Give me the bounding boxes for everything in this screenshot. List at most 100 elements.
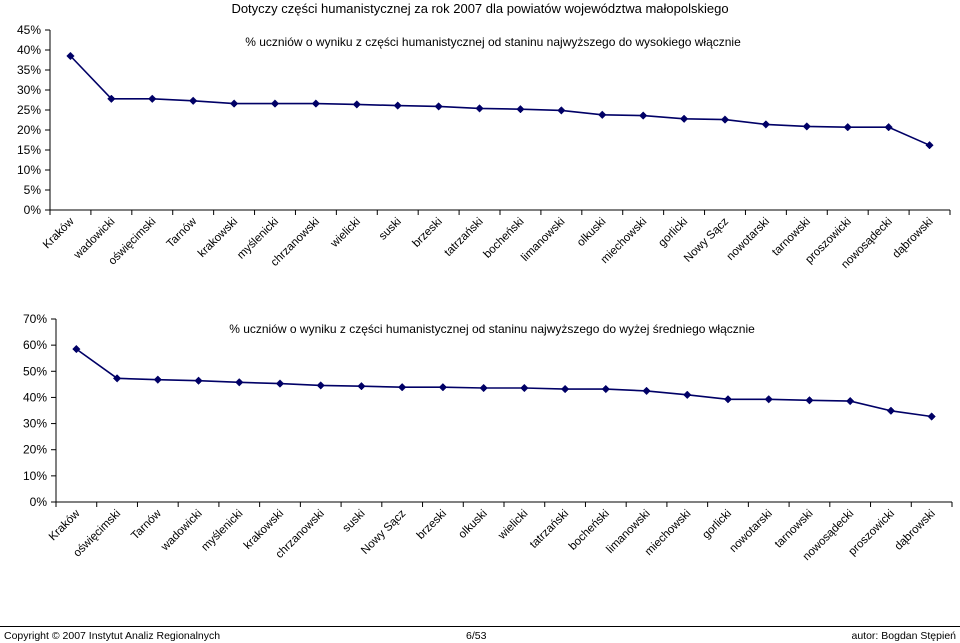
- y-tick-label: 40%: [23, 390, 47, 404]
- data-point-marker: [601, 384, 610, 394]
- y-tick-label: 25%: [17, 103, 41, 117]
- data-point-marker: [520, 383, 529, 393]
- y-tick-label: 0%: [30, 495, 48, 509]
- data-point-marker: [352, 100, 361, 109]
- x-category-label: Kraków: [47, 507, 83, 543]
- series-line: [75, 348, 932, 418]
- data-point-marker: [560, 384, 570, 394]
- chart-top: 0%5%10%15%20%25%30%35%40%45%Krakówwadowi…: [17, 23, 951, 271]
- page-title: Dotyczy części humanistycznej za rok 200…: [231, 1, 729, 16]
- data-point-marker: [194, 376, 203, 385]
- x-category-label: nowotarski: [725, 216, 772, 263]
- data-point-marker: [761, 120, 771, 129]
- y-tick-label: 15%: [17, 143, 41, 157]
- data-point-marker: [723, 395, 733, 404]
- x-category-label: Nowy Sącz: [682, 215, 731, 264]
- y-tick-label: 20%: [23, 443, 47, 457]
- data-point-marker: [639, 111, 648, 120]
- data-point-marker: [316, 381, 325, 390]
- y-tick-label: 5%: [24, 183, 42, 197]
- footer-copyright: Copyright © 2007 Instytut Analiz Regiona…: [4, 630, 221, 642]
- data-point-marker: [516, 105, 525, 114]
- data-point-marker: [764, 395, 773, 404]
- data-point-marker: [235, 378, 244, 387]
- x-category-label: tatrzański: [442, 216, 485, 259]
- data-point-marker: [66, 51, 75, 61]
- x-category-label: gorlicki: [656, 216, 690, 250]
- data-point-marker: [679, 114, 689, 123]
- data-point-marker: [598, 110, 607, 119]
- x-category-label: olkuski: [575, 216, 608, 249]
- footer-author: autor: Bogdan Stępień: [851, 630, 957, 642]
- data-point-marker: [438, 383, 448, 392]
- data-point-marker: [398, 383, 407, 392]
- data-point-marker: [886, 406, 896, 415]
- chart-subtitle: % uczniów o wyniku z części humanistyczn…: [245, 35, 741, 49]
- x-category-label: Nowy Sącz: [359, 507, 408, 556]
- x-category-label: nowotarski: [727, 508, 774, 555]
- data-point-marker: [843, 123, 852, 132]
- y-tick-label: 40%: [17, 43, 41, 57]
- x-category-label: myślenicki: [199, 508, 245, 554]
- y-tick-label: 35%: [17, 63, 41, 77]
- footer: Copyright © 2007 Instytut Analiz Regiona…: [0, 626, 960, 643]
- data-point-marker: [153, 375, 162, 384]
- chart-subtitle: % uczniów o wyniku z części humanistyczn…: [229, 322, 755, 336]
- x-category-label: krakowski: [196, 216, 240, 260]
- data-point-marker: [434, 102, 443, 111]
- x-category-label: gorlicki: [700, 508, 734, 542]
- y-tick-label: 10%: [17, 163, 41, 177]
- data-point-marker: [270, 99, 280, 108]
- data-point-marker: [112, 374, 122, 383]
- y-tick-label: 50%: [23, 364, 47, 378]
- y-tick-label: 20%: [17, 123, 41, 137]
- y-tick-label: 30%: [17, 83, 41, 97]
- data-point-marker: [475, 104, 484, 113]
- x-category-label: tarnowski: [770, 216, 813, 259]
- data-point-marker: [884, 123, 893, 132]
- x-category-label: suski: [377, 216, 404, 243]
- data-point-marker: [189, 96, 198, 105]
- data-point-marker: [642, 386, 651, 396]
- x-category-label: dąbrowski: [893, 508, 938, 553]
- x-category-label: limanowski: [519, 216, 567, 264]
- data-point-marker: [846, 396, 855, 406]
- y-tick-label: 70%: [23, 312, 47, 326]
- y-tick-label: 45%: [17, 23, 41, 37]
- data-point-marker: [107, 94, 116, 103]
- x-category-label: wielicki: [496, 508, 531, 543]
- y-tick-label: 0%: [24, 203, 42, 217]
- x-category-label: suski: [341, 508, 368, 535]
- data-point-marker: [275, 379, 285, 388]
- data-point-marker: [229, 99, 239, 108]
- series-line: [69, 55, 930, 146]
- x-category-label: Tarnów: [129, 507, 164, 542]
- x-category-label: Tarnów: [165, 215, 200, 250]
- data-point-marker: [805, 396, 814, 405]
- x-category-label: tatrzański: [528, 508, 571, 551]
- data-point-marker: [720, 115, 730, 124]
- y-tick-label: 30%: [23, 417, 47, 431]
- data-point-marker: [357, 382, 366, 391]
- x-category-label: Kraków: [41, 215, 77, 251]
- x-category-label: dąbrowski: [891, 216, 936, 261]
- x-category-label: olkuski: [456, 508, 489, 541]
- x-category-label: brzeski: [415, 508, 449, 542]
- chart-bottom: 0%10%20%30%40%50%60%70%Krakówoświęcimski…: [23, 312, 953, 563]
- x-category-label: tarnowski: [773, 508, 816, 551]
- data-point-marker: [311, 99, 321, 108]
- data-point-marker: [683, 390, 692, 399]
- data-point-marker: [148, 94, 157, 103]
- data-point-marker: [72, 344, 81, 354]
- data-point-marker: [479, 383, 488, 393]
- data-point-marker: [802, 122, 811, 131]
- data-point-marker: [925, 141, 934, 150]
- data-point-marker: [927, 412, 936, 421]
- x-category-label: brzeski: [411, 216, 445, 250]
- data-point-marker: [557, 106, 566, 115]
- data-point-marker: [393, 101, 402, 110]
- x-category-label: wadowicki: [158, 508, 204, 554]
- x-category-label: wielicki: [328, 216, 363, 251]
- footer-page-number: 6/53: [466, 630, 487, 642]
- y-tick-label: 10%: [23, 469, 47, 483]
